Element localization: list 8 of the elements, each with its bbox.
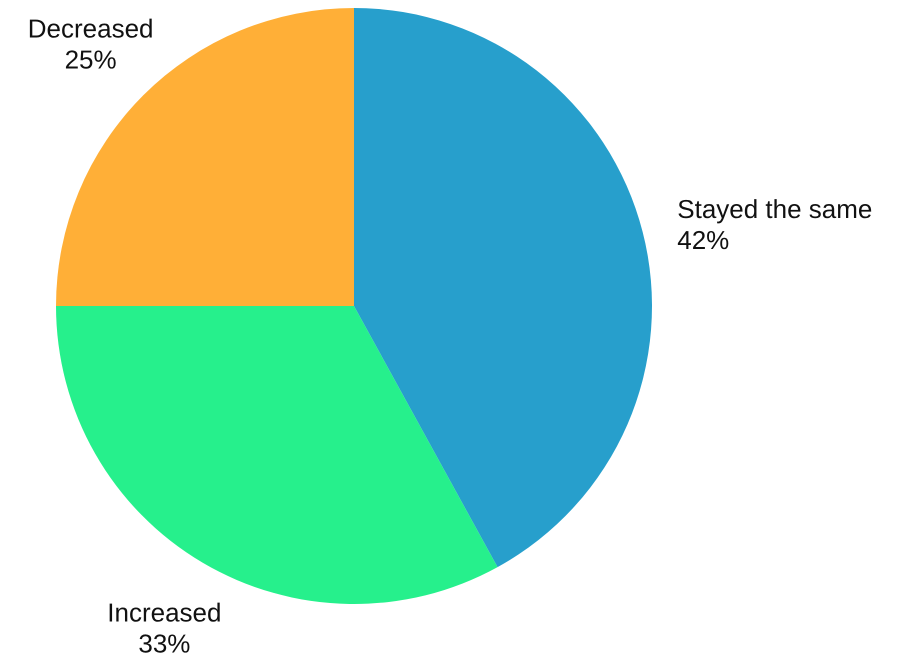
pie-slice [56,306,498,604]
data-label: 42% [677,224,730,255]
slice-label: Stayed the same [677,194,872,224]
data-label: 25% [64,44,117,75]
slice-label: Decreased [28,13,154,44]
pie-slice [354,8,652,568]
data-label: 33% [138,628,190,659]
slice-label: Increased [107,597,222,628]
